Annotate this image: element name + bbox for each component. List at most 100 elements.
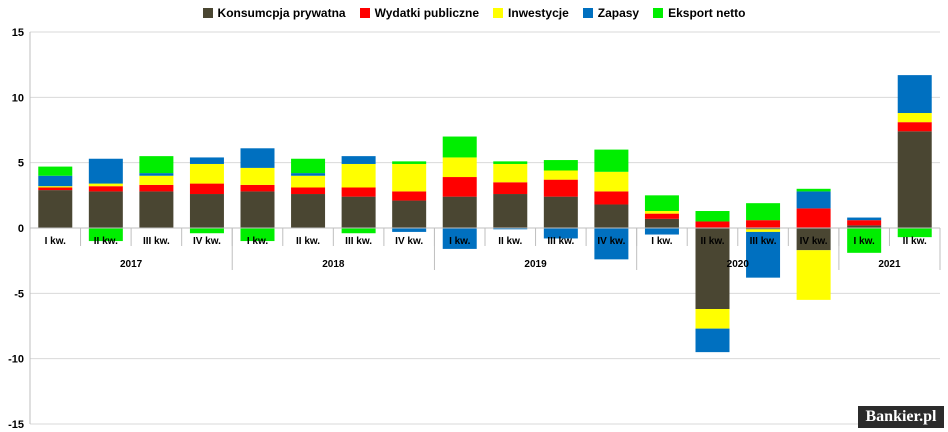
bankier-logo: Bankier.pl: [858, 406, 944, 428]
x-tick-label: III kw.: [547, 236, 574, 247]
legend-swatch: [493, 8, 504, 18]
bar-segment: [493, 182, 528, 195]
bar-segment: [88, 158, 123, 184]
bar-segment: [847, 220, 882, 226]
bar-segment: [88, 186, 123, 192]
bar-segment: [442, 177, 477, 197]
bar-segment: [189, 183, 224, 195]
bar-segment: [392, 163, 427, 192]
bar-segment: [38, 186, 73, 188]
bar-segment: [695, 211, 730, 222]
x-tick-label: IV kw.: [395, 236, 423, 247]
bar-segment: [796, 191, 831, 209]
legend-swatch: [653, 8, 664, 18]
year-label: 2019: [524, 259, 547, 270]
bar-segment: [291, 173, 326, 176]
y-tick-label: 15: [12, 27, 24, 39]
bar-segment: [88, 191, 123, 228]
y-tick-label: -15: [8, 419, 24, 431]
bar-segment: [38, 190, 73, 228]
bar-segment: [88, 228, 123, 242]
legend-swatch: [359, 8, 370, 18]
bar-segment: [897, 113, 932, 123]
legend-label: Eksport netto: [668, 6, 746, 20]
x-tick-label: III kw.: [345, 236, 372, 247]
bar-segment: [897, 228, 932, 238]
legend-label: Konsumcpja prywatna: [217, 6, 346, 20]
bar-segment: [695, 328, 730, 353]
bar-segment: [189, 194, 224, 228]
legend-item: Eksport netto: [653, 3, 745, 23]
bar-segment: [493, 163, 528, 183]
bar-segment: [695, 228, 730, 310]
bar-segment: [746, 203, 781, 221]
bar-segment: [897, 75, 932, 114]
bar-segment: [644, 195, 679, 212]
bar-segment: [38, 166, 73, 176]
bar-segment: [341, 156, 376, 164]
bar-segment: [644, 228, 679, 235]
x-tick-label: II kw.: [903, 236, 927, 247]
bar-segment: [594, 171, 629, 192]
bar-segment: [291, 187, 326, 195]
bar-segment: [594, 149, 629, 172]
x-tick-label: II kw.: [94, 236, 118, 247]
y-tick-label: 5: [18, 158, 24, 170]
bar-segment: [392, 200, 427, 228]
x-tick-label: II kw.: [700, 236, 724, 247]
legend-item: Wydatki publiczne: [359, 3, 480, 23]
chart-legend: Konsumcpja prywatna Wydatki publiczne Inwe…: [0, 3, 948, 23]
y-tick-label: -5: [14, 288, 24, 300]
x-tick-label: I kw.: [45, 236, 67, 247]
x-tick-label: II kw.: [498, 236, 522, 247]
y-tick-label: 10: [12, 92, 24, 104]
year-label: 2021: [878, 259, 901, 270]
legend-swatch: [202, 8, 213, 18]
x-tick-label: III kw.: [143, 236, 170, 247]
bar-segment: [847, 217, 882, 221]
bar-segment: [847, 225, 882, 228]
bar-segment: [543, 160, 578, 171]
bar-segment: [341, 228, 376, 234]
bar-segment: [543, 170, 578, 180]
y-tick-label: -10: [8, 354, 24, 366]
bar-segment: [543, 179, 578, 197]
bar-segment: [139, 175, 174, 185]
x-tick-label: IV kw.: [193, 236, 221, 247]
bar-segment: [139, 156, 174, 174]
bar-segment: [38, 187, 73, 191]
legend-label: Wydatki publiczne: [374, 6, 480, 20]
bar-segment: [291, 175, 326, 188]
x-tick-label: IV kw.: [597, 236, 625, 247]
bar-segment: [594, 228, 629, 260]
bar-segment: [291, 158, 326, 174]
bar-segment: [746, 220, 781, 228]
bar-segment: [240, 184, 275, 192]
x-tick-label: I kw.: [449, 236, 471, 247]
x-tick-label: IV kw.: [800, 236, 828, 247]
bar-segment: [341, 187, 376, 197]
legend-item: Inwestycje: [493, 3, 569, 23]
bar-segment: [644, 211, 679, 214]
bar-segment: [796, 188, 831, 192]
legend-label: Zapasy: [597, 6, 640, 20]
bar-segment: [139, 184, 174, 192]
bar-segment: [847, 228, 882, 253]
bar-segment: [796, 250, 831, 300]
bar-segment: [189, 157, 224, 164]
bar-segment: [240, 148, 275, 168]
bar-segment: [695, 221, 730, 228]
bar-segment: [189, 163, 224, 184]
year-label: 2018: [322, 259, 345, 270]
bar-segment: [543, 196, 578, 228]
bar-segment: [442, 136, 477, 158]
bar-segment: [189, 228, 224, 234]
bar-segment: [341, 196, 376, 228]
x-tick-label: III kw.: [750, 236, 777, 247]
y-tick-label: 0: [18, 223, 24, 235]
bar-segment: [442, 196, 477, 228]
bar-segment: [442, 157, 477, 178]
legend-swatch: [582, 8, 593, 18]
bar-segment: [594, 204, 629, 228]
